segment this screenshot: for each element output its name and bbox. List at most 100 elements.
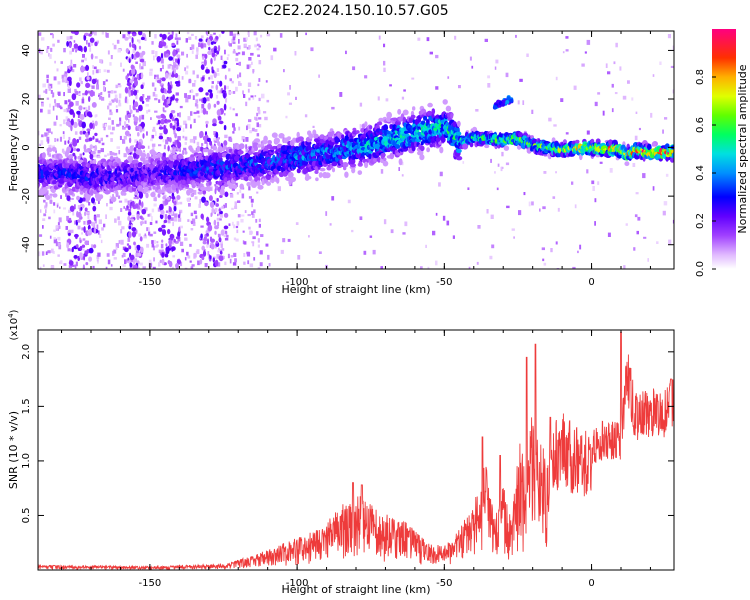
heatmap-cell	[397, 108, 402, 115]
heatmap-cell	[52, 33, 54, 39]
heatmap-cell	[243, 176, 250, 181]
heatmap-cell	[144, 233, 147, 237]
heatmap-cell	[153, 231, 157, 234]
heatmap-cell	[83, 149, 89, 153]
heatmap-cell	[69, 158, 74, 165]
heatmap-cell	[176, 127, 182, 132]
heatmap-cell	[161, 94, 166, 102]
heatmap-cell	[232, 131, 235, 134]
heatmap-cell	[140, 145, 146, 150]
heatmap-cell	[42, 225, 44, 229]
heatmap-cell	[435, 54, 439, 59]
heatmap-cell	[92, 65, 94, 69]
heatmap-cell	[216, 183, 220, 186]
heatmap-cell	[116, 146, 120, 149]
heatmap-cell	[129, 220, 132, 226]
heatmap-cell	[158, 44, 163, 48]
heatmap-cell	[526, 53, 529, 57]
heatmap-cell	[69, 50, 72, 55]
heatmap-cell	[518, 132, 523, 138]
heatmap-cell	[217, 141, 221, 147]
heatmap-cell	[128, 36, 132, 39]
heatmap-cell	[591, 180, 595, 185]
heatmap-cell	[221, 248, 225, 251]
heatmap-cell	[129, 262, 133, 268]
heatmap-cell	[258, 124, 262, 128]
heatmap-cell	[131, 145, 134, 148]
heatmap-cell	[55, 241, 58, 247]
heatmap-cell	[110, 132, 114, 135]
heatmap-cell	[49, 235, 52, 239]
heatmap-cell	[165, 246, 169, 253]
heatmap-cell	[235, 182, 238, 187]
heatmap-cell	[392, 117, 398, 122]
heatmap-cell	[56, 202, 59, 206]
heatmap-cell	[168, 96, 171, 99]
heatmap-cell	[484, 144, 490, 149]
heatmap-cell	[120, 239, 124, 245]
heatmap-cell	[137, 267, 140, 269]
heatmap-cell	[131, 200, 135, 208]
heatmap-cell	[427, 102, 433, 108]
heatmap-cell	[659, 61, 662, 65]
heatmap-cell	[609, 168, 613, 173]
heatmap-cell	[302, 160, 309, 166]
heatmap-cell	[139, 62, 142, 70]
heatmap-cell	[204, 139, 208, 144]
heatmap-cell	[139, 58, 145, 63]
heatmap-cell	[171, 116, 175, 122]
heatmap-cell	[622, 95, 627, 100]
heatmap-cell	[92, 205, 97, 212]
heatmap-cell	[116, 123, 120, 127]
heatmap-cell	[171, 149, 176, 155]
heatmap-cell	[50, 265, 55, 269]
heatmap-cell	[217, 262, 221, 267]
heatmap-cell	[97, 252, 101, 257]
heatmap-cell	[57, 91, 61, 95]
heatmap-cell	[139, 221, 145, 225]
heatmap-cell	[199, 146, 204, 152]
heatmap-cell	[89, 89, 95, 97]
heatmap-cell	[172, 125, 176, 130]
heatmap-cell	[282, 238, 286, 243]
heatmap-cell	[136, 127, 140, 131]
heatmap-cell	[242, 240, 245, 244]
heatmap-cell	[58, 244, 62, 250]
heatmap-cell	[217, 233, 221, 238]
heatmap-cell	[48, 153, 51, 157]
heatmap-cell	[78, 105, 83, 111]
heatmap-cell	[205, 120, 209, 125]
heatmap-cell	[157, 119, 161, 125]
heatmap-cell	[503, 145, 510, 151]
heatmap-cell	[53, 238, 57, 244]
heatmap-cell	[70, 63, 73, 67]
heatmap-cell	[528, 201, 531, 207]
heatmap-cell	[153, 203, 157, 207]
heatmap-cell	[152, 185, 156, 190]
heatmap-cell	[454, 35, 457, 40]
heatmap-cell	[187, 116, 191, 121]
heatmap-cell	[159, 213, 164, 220]
heatmap-cell	[382, 160, 389, 167]
heatmap-cell	[48, 216, 51, 220]
heatmap-cell	[167, 228, 171, 235]
heatmap-cell	[253, 209, 256, 214]
heatmap-cell	[81, 227, 85, 231]
heatmap-cell	[234, 201, 237, 206]
heatmap-cell	[216, 254, 220, 259]
heatmap-cell	[47, 150, 50, 156]
heatmap-cell	[238, 52, 241, 55]
heatmap-cell	[67, 140, 70, 144]
heatmap-cell	[215, 149, 218, 154]
heatmap-cell	[206, 228, 210, 233]
heatmap-cell	[124, 98, 127, 103]
heatmap-cell	[232, 50, 236, 54]
heatmap-cell	[164, 253, 169, 258]
heatmap-cell	[597, 181, 600, 185]
heatmap-cell	[198, 87, 204, 93]
heatmap-cell	[158, 135, 164, 140]
heatmap-cell	[59, 261, 62, 265]
heatmap-cell	[210, 41, 214, 45]
heatmap-cell	[214, 139, 218, 143]
heatmap-cell	[456, 120, 461, 127]
